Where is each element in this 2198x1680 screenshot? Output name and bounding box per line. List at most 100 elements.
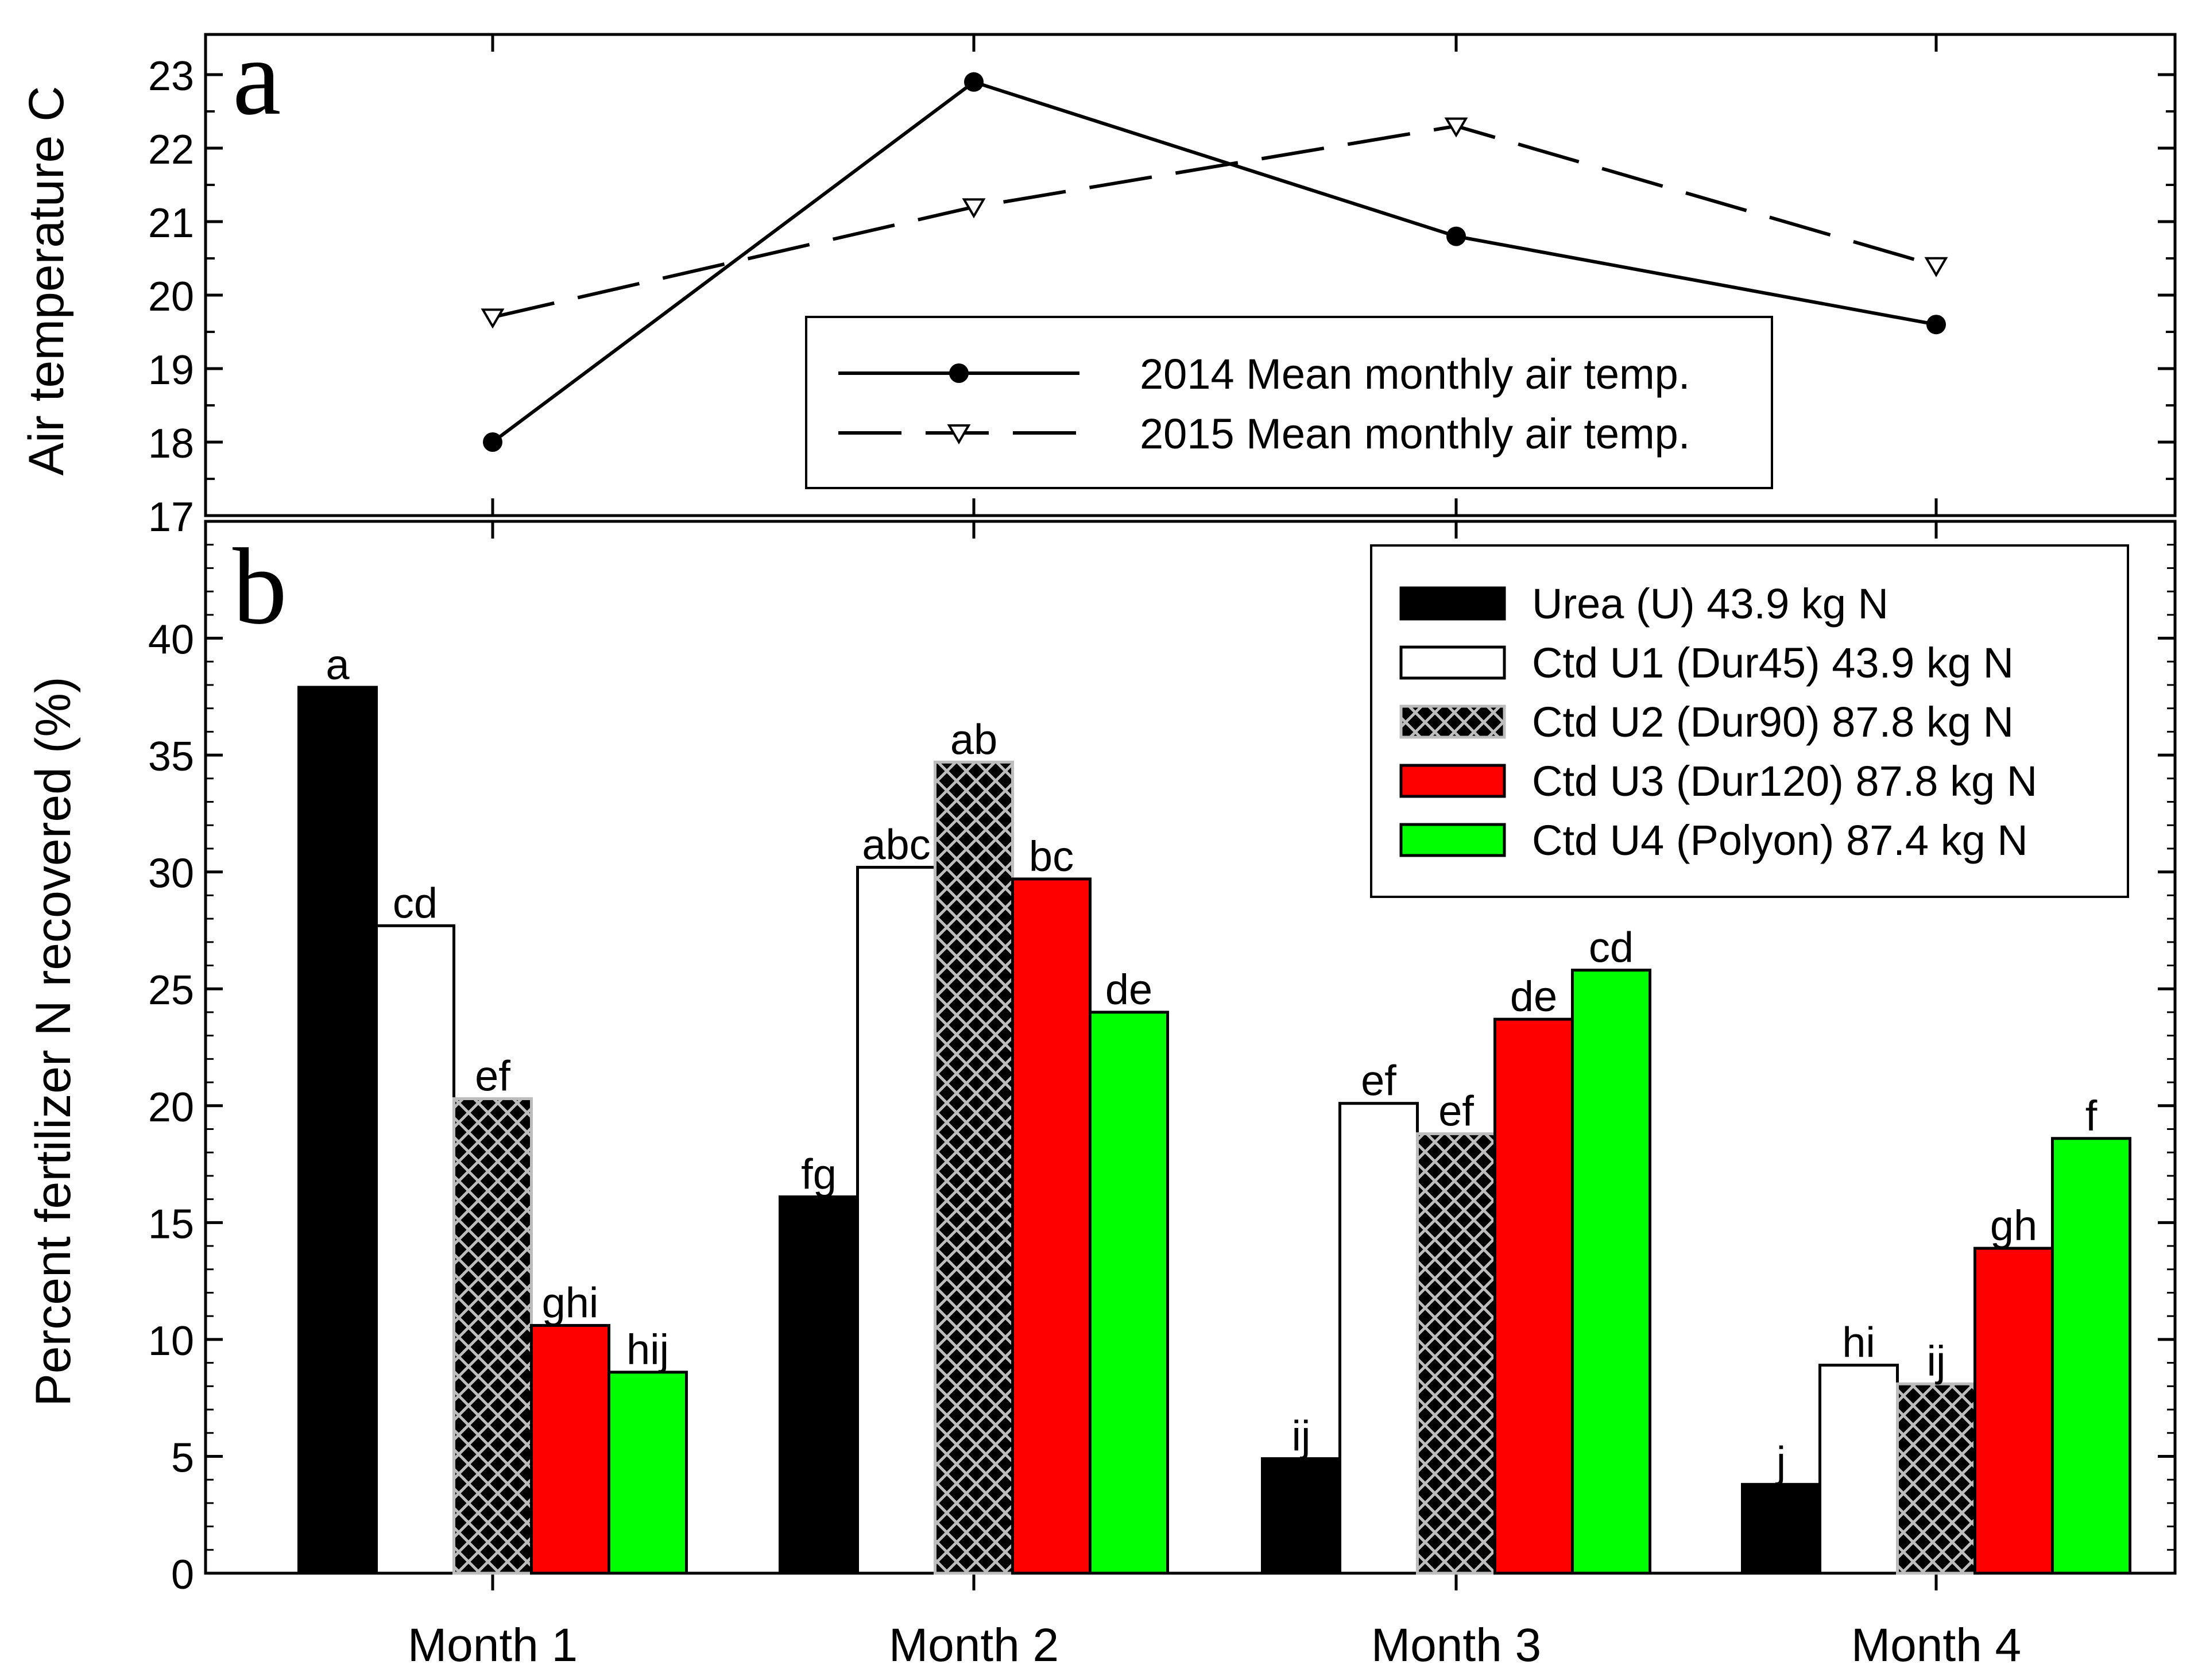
panel-b-y-tick-label: 20 xyxy=(148,1085,194,1131)
bar-significance-letter: abc xyxy=(862,821,930,869)
panel-a-border xyxy=(204,33,2177,517)
panel-a-label: a xyxy=(233,17,281,138)
bar-significance-letter: ij xyxy=(1927,1337,1946,1385)
panel-a-y-axis-label: Air temperature C xyxy=(19,86,74,476)
bar-significance-letter: cd xyxy=(1589,924,1634,971)
bar-significance-letter: fg xyxy=(801,1151,837,1198)
legend-entry-label: Ctd U1 (Dur45) 43.9 kg N xyxy=(1532,639,2014,687)
bar-significance-letter: de xyxy=(1510,973,1557,1020)
bar-ctd-u3 xyxy=(1011,877,1092,1575)
bar-significance-letter: hi xyxy=(1842,1319,1875,1367)
bar-significance-letter: ab xyxy=(950,715,997,763)
panel-b-y-tick-label: 10 xyxy=(148,1318,194,1364)
legend-swatch-ctd-u3 xyxy=(1399,764,1506,798)
panel-b-y-tick-label: 35 xyxy=(148,734,194,780)
x-axis-months: Month 1 Month 2 Month 3 Month 4 xyxy=(408,521,2021,1671)
data-point-2015 xyxy=(1444,117,1468,138)
bar-urea xyxy=(1261,1457,1341,1575)
bar-ctd-u2 xyxy=(1416,1132,1496,1575)
bar-ctd-u2 xyxy=(1896,1382,1976,1575)
panel-b-y-tick-label: 15 xyxy=(148,1201,194,1247)
panel-b-y-tick-label: 40 xyxy=(148,617,194,663)
legend-swatch-ctd-u1 xyxy=(1399,645,1506,680)
legend-marker xyxy=(949,363,969,383)
panel-a-y-tick-label: 17 xyxy=(148,494,194,540)
panel-b-y-tick-label: 30 xyxy=(148,851,194,897)
panel-a-y-tick-label: 23 xyxy=(148,53,194,99)
series-line-2014 xyxy=(492,80,1937,444)
data-point-2015 xyxy=(481,308,505,329)
bar-significance-letter: ef xyxy=(1438,1087,1474,1135)
legend-entry-label: Urea (U) 43.9 kg N xyxy=(1532,580,1889,628)
series-line-2015 xyxy=(492,124,1937,319)
legend-entry-label: Ctd U3 (Dur120) 87.8 kg N xyxy=(1532,757,2037,805)
bar-significance-letter: gh xyxy=(1990,1202,2037,1249)
bar-ctd-u1 xyxy=(1338,1102,1419,1575)
legend-entry-label: Ctd U4 (Polyon) 87.4 kg N xyxy=(1532,816,2028,864)
x-tick-label: Month 4 xyxy=(1851,1619,2021,1671)
data-point-2015 xyxy=(1924,257,1948,277)
panel-b-legend: Urea (U) 43.9 kg N Ctd U1 (Dur45) 43.9 kg… xyxy=(1370,544,2129,898)
panel-b-plot-frame xyxy=(204,520,2177,1575)
bar-ctd-u1 xyxy=(375,924,455,1575)
bar-significance-letter: ij xyxy=(1292,1412,1311,1460)
bar-significance-letter: ef xyxy=(1361,1057,1396,1105)
legend-entry-label: 2014 Mean monthly air temp. xyxy=(1140,350,1690,398)
legend-box xyxy=(805,316,1773,489)
legend-entry-label: Ctd U2 (Dur90) 87.8 kg N xyxy=(1532,698,2014,746)
x-tick-label: Month 1 xyxy=(408,1619,578,1671)
panel-b-y-tick-label: 5 xyxy=(171,1435,194,1481)
bar-ctd-u3 xyxy=(530,1323,610,1575)
panel-a-y-axis: 17 18 19 20 21 22 23 xyxy=(148,34,2175,540)
bar-significance-letter: ghi xyxy=(542,1279,599,1326)
bar-ctd-u4 xyxy=(1089,1011,1169,1575)
panel-b-y-tick-label: 25 xyxy=(148,967,194,1013)
bar-ctd-u4 xyxy=(607,1371,688,1575)
bar-urea xyxy=(1741,1482,1821,1575)
panel-b-y-axis: 0 5 10 15 20 25 30 35 40 xyxy=(148,544,2175,1598)
legend-entry-label: 2015 Mean monthly air temp. xyxy=(1140,410,1690,458)
panel-b-border xyxy=(204,520,2177,1575)
panel-a-y-tick-label: 20 xyxy=(148,274,194,320)
bar-significance-letter: f xyxy=(2085,1092,2098,1140)
panel-a-y-tick-label: 19 xyxy=(148,347,194,393)
bar-urea xyxy=(779,1195,859,1575)
legend-marker xyxy=(947,424,971,444)
panel-a-air-temperature: 17 18 19 20 21 22 23 Air temperature C a 2014 … xyxy=(19,17,2177,540)
bar-ctd-u2 xyxy=(452,1097,533,1575)
panel-a-y-tick-label: 22 xyxy=(148,127,194,173)
bar-significance-letter: j xyxy=(1775,1438,1786,1485)
panel-a-plot-frame xyxy=(204,33,2177,517)
panel-b-y-axis-label: Percent fertilizer N recovered (%) xyxy=(26,676,81,1406)
bar-urea xyxy=(297,686,378,1575)
bar-ctd-u4 xyxy=(1571,969,1651,1575)
panel-b-label: b xyxy=(233,527,287,647)
legend-swatch-urea xyxy=(1399,586,1506,621)
bar-significance-letter: bc xyxy=(1029,833,1074,880)
panel-a-y-tick-label: 18 xyxy=(148,421,194,467)
data-point-2014 xyxy=(483,432,502,452)
bar-significance-letter: a xyxy=(326,641,350,688)
bar-ctd-u3 xyxy=(1493,1017,1574,1575)
panel-b-y-tick-label: 0 xyxy=(171,1552,194,1598)
data-point-2015 xyxy=(962,198,986,219)
data-point-2014 xyxy=(964,72,984,92)
panel-a-series xyxy=(481,72,1948,452)
panel-a-y-tick-label: 21 xyxy=(148,200,194,246)
x-tick-label: Month 3 xyxy=(1371,1619,1541,1671)
bar-ctd-u2 xyxy=(934,760,1014,1575)
bar-ctd-u3 xyxy=(1973,1247,2054,1575)
x-tick-label: Month 2 xyxy=(889,1619,1059,1671)
legend-swatch-ctd-u4 xyxy=(1399,823,1506,857)
bar-ctd-u1 xyxy=(856,866,937,1575)
panel-a-legend: 2014 Mean monthly air temp. 2015 Mean mon… xyxy=(805,316,1773,489)
bar-ctd-u1 xyxy=(1818,1364,1899,1575)
legend-swatch-ctd-u2 xyxy=(1399,704,1506,739)
bar-significance-letter: hij xyxy=(626,1326,669,1373)
data-point-2014 xyxy=(1446,226,1466,246)
bar-significance-letter: cd xyxy=(393,879,438,927)
data-point-2014 xyxy=(1926,315,1946,335)
